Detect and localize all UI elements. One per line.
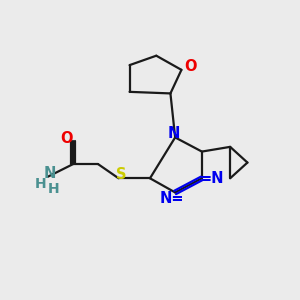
Text: N: N: [43, 166, 56, 181]
Text: O: O: [60, 131, 72, 146]
Text: H: H: [35, 177, 47, 190]
Text: H: H: [48, 182, 59, 196]
Text: S: S: [116, 167, 126, 182]
Text: =N: =N: [200, 171, 224, 186]
Text: N=: N=: [160, 190, 184, 206]
Text: N: N: [168, 126, 180, 141]
Text: O: O: [184, 59, 197, 74]
